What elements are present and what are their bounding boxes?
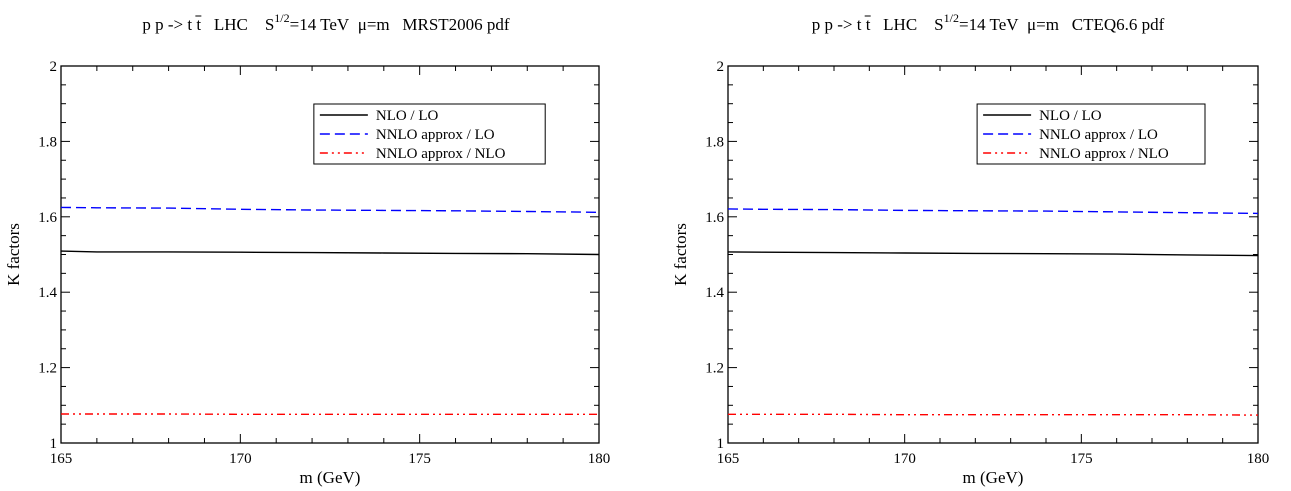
title-energy-sup: 1/2 <box>944 11 959 25</box>
title-pdf: MRST2006 pdf <box>390 15 510 34</box>
x-axis-label: m (GeV) <box>963 468 1024 487</box>
legend-label: NLO / LO <box>1039 108 1102 124</box>
y-tick-label: 1.6 <box>38 210 57 226</box>
y-tick-label: 2 <box>50 59 58 75</box>
y-tick-label: 1.6 <box>705 210 724 226</box>
title-energy-base: S <box>917 15 943 34</box>
chart-title: p p -> t t LHC S1/2=14 TeV μ=m CTEQ6.6 p… <box>812 11 1165 34</box>
x-tick-label: 180 <box>1247 451 1270 467</box>
x-tick-label: 170 <box>893 451 916 467</box>
y-tick-label: 1.4 <box>705 285 724 301</box>
x-tick-label: 180 <box>588 451 611 467</box>
y-tick-label: 1.4 <box>38 285 57 301</box>
x-tick-label: 170 <box>229 451 252 467</box>
legend-label: NLO / LO <box>376 108 439 124</box>
y-tick-label: 1.8 <box>705 134 724 150</box>
title-pdf: CTEQ6.6 pdf <box>1059 15 1165 34</box>
x-tick-label: 175 <box>1070 451 1093 467</box>
y-axis-label: K factors <box>671 223 690 286</box>
chart-panel-left: p p -> t t LHC S1/2=14 TeV μ=m MRST2006 … <box>4 11 610 487</box>
x-axis-label: m (GeV) <box>300 468 361 487</box>
title-energy-rest: =14 TeV <box>290 15 350 34</box>
legend-label: NNLO approx / NLO <box>376 146 506 162</box>
y-tick-label: 1.2 <box>705 361 724 377</box>
y-tick-label: 1.8 <box>38 134 57 150</box>
x-tick-label: 165 <box>717 451 740 467</box>
chart-panel-right: p p -> t t LHC S1/2=14 TeV μ=m CTEQ6.6 p… <box>671 11 1269 487</box>
y-axis-label: K factors <box>4 223 23 286</box>
y-tick-label: 1 <box>50 436 58 452</box>
series-line-1 <box>61 206 599 213</box>
chart-title: p p -> t t LHC S1/2=14 TeV μ=m MRST2006 … <box>142 11 510 34</box>
series-line-1 <box>728 208 1258 215</box>
y-tick-label: 1.2 <box>38 361 57 377</box>
legend-label: NNLO approx / NLO <box>1039 146 1169 162</box>
title-process: p p -> t t <box>812 15 871 34</box>
y-tick-label: 2 <box>717 59 725 75</box>
x-tick-label: 165 <box>50 451 73 467</box>
series-line-0 <box>728 251 1258 257</box>
title-collider: LHC <box>870 15 917 34</box>
title-scale: μ=m <box>1019 15 1059 34</box>
legend-label: NNLO approx / LO <box>1039 127 1158 143</box>
title-energy-sup: 1/2 <box>274 11 289 25</box>
title-energy-base: S <box>248 15 274 34</box>
series-line-0 <box>61 250 599 256</box>
legend-label: NNLO approx / LO <box>376 127 495 143</box>
title-process: p p -> t t <box>142 15 201 34</box>
y-tick-label: 1 <box>717 436 725 452</box>
title-scale: μ=m <box>349 15 389 34</box>
title-collider: LHC <box>201 15 248 34</box>
title-energy-rest: =14 TeV <box>959 15 1019 34</box>
series-line-2 <box>728 413 1258 416</box>
x-tick-label: 175 <box>408 451 431 467</box>
